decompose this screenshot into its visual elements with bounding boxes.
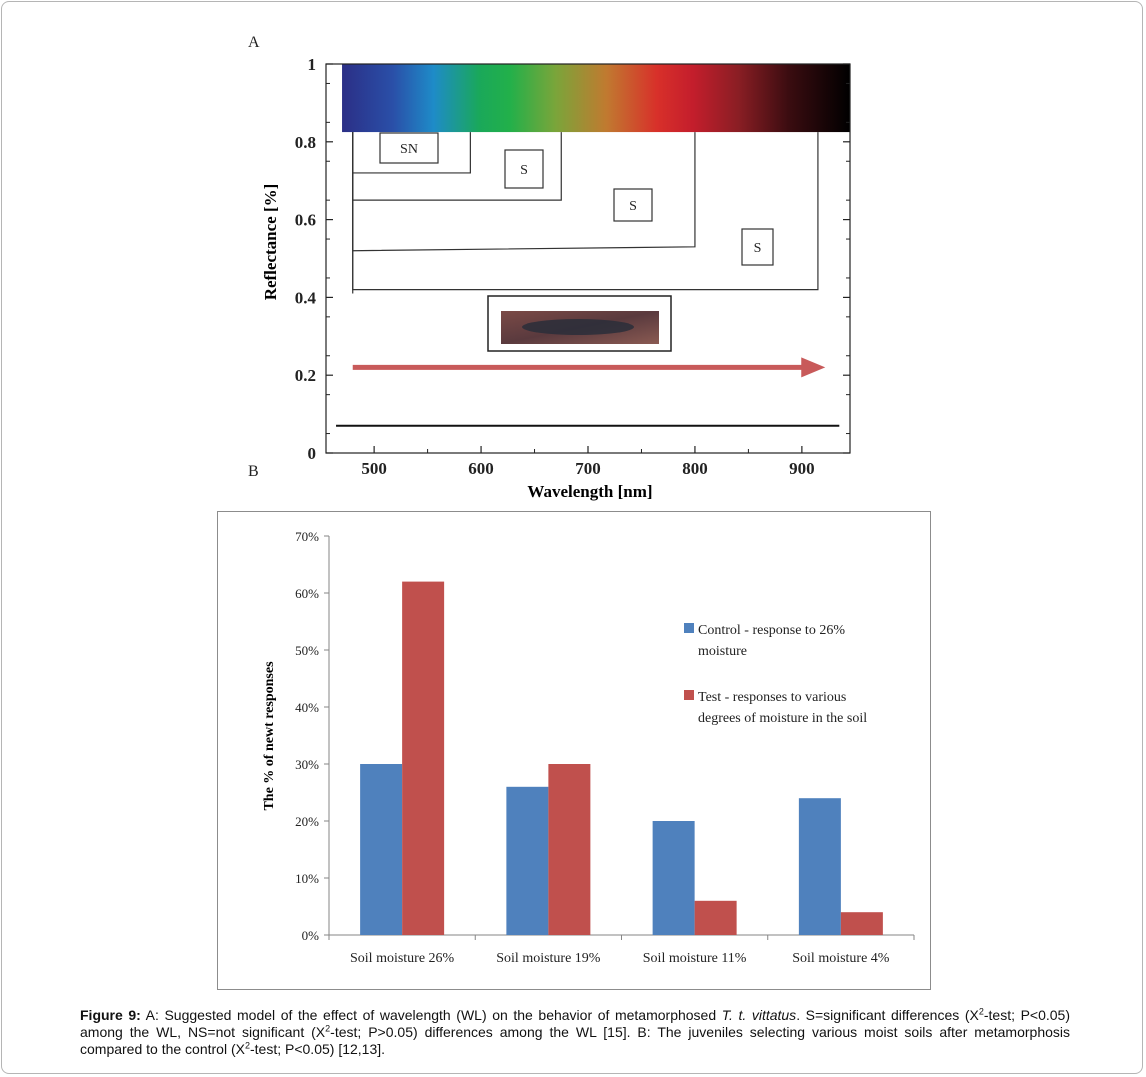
y-tick-label: 30% (295, 757, 319, 772)
caption-text-3: -test; P<0.05) among the WL, NS=not sign… (80, 1007, 1070, 1040)
x-tick-label: 500 (361, 459, 387, 478)
category-label: Soil moisture 26% (350, 951, 455, 966)
newt-silhouette (522, 319, 634, 335)
y-tick-label: 70% (295, 529, 319, 544)
y-tick-label: 60% (295, 586, 319, 601)
caption-label: Figure 9: (80, 1007, 141, 1023)
bar (360, 764, 403, 935)
caption-sup-2: 2 (325, 1023, 331, 1034)
y-tick-label: 0 (308, 444, 317, 463)
y-tick-label: 10% (295, 871, 319, 886)
panel-b-chart (217, 511, 931, 990)
y-tick-label: 0.8 (295, 133, 316, 152)
legend-label: Test - responses to various (698, 690, 846, 705)
panel-a-diagram: 0 0.2 0.4 0.6 0.8 1 500 600 700 800 900 SN S S S Wave… (261, 55, 851, 501)
bar (840, 912, 883, 935)
legend-label: moisture (698, 644, 747, 659)
y-tick-label: 40% (295, 700, 319, 715)
caption-sup-1: 2 (978, 1006, 984, 1017)
y-tick-label: 20% (295, 814, 319, 829)
x-axis-title: Wavelength [nm] (527, 482, 652, 501)
bracket-label-box (504, 149, 544, 189)
y-axis-title: Reflectance [%] (261, 184, 280, 301)
category-label: Soil moisture 19% (496, 951, 601, 966)
category-label: Soil moisture 4% (792, 951, 890, 966)
bracket-label: S (520, 163, 528, 178)
x-tick-label: 600 (468, 459, 494, 478)
x-tick-label: 800 (682, 459, 708, 478)
wavelength-arrow-head (801, 357, 826, 378)
legend-label: degrees of moisture in the soil (698, 711, 867, 726)
bar (506, 786, 549, 935)
bracket-label-box (741, 228, 774, 266)
bracket-label-box (613, 188, 653, 222)
caption-text-5: -test; P<0.05) [12,13]. (250, 1041, 386, 1057)
bracket-label-box (379, 132, 439, 164)
spectrum-band (342, 64, 850, 133)
legend-swatch (684, 690, 694, 700)
caption-text-1: A: Suggested model of the effect of wave… (140, 1007, 722, 1023)
bar (694, 900, 737, 935)
legend-swatch (684, 623, 694, 633)
panel-b-letter: B (248, 463, 259, 480)
y-axis-title: The % of newt responses (262, 661, 277, 811)
bar (548, 764, 591, 935)
bar (652, 821, 695, 935)
caption-sup-3: 2 (244, 1040, 250, 1051)
legend-label: Control - response to 26% (698, 623, 845, 638)
panel-b-bar-chart: 0% 10% 20% 30% 40% 50% 60% 70% Soil moisture 26… (262, 529, 915, 966)
y-tick-label: 50% (295, 643, 319, 658)
y-tick-label: 0.6 (295, 211, 316, 230)
bar (402, 581, 445, 935)
caption-text-2: . S=significant differences (X (796, 1007, 979, 1023)
bracket-label: SN (400, 142, 418, 157)
y-tick-label: 0% (302, 928, 320, 943)
x-tick-label: 900 (789, 459, 815, 478)
caption-text-4: -test; P>0.05) differences among the WL … (80, 1024, 1070, 1057)
bracket-label: S (754, 241, 762, 256)
y-tick-label: 1 (308, 55, 317, 74)
x-tick-label: 700 (575, 459, 601, 478)
bar (798, 798, 841, 935)
y-tick-label: 0.4 (295, 288, 317, 307)
bracket-label: S (629, 199, 637, 214)
caption-species: T. t. vittatus (721, 1007, 797, 1023)
panel-a-letter: A (248, 34, 260, 51)
y-tick-label: 0.2 (295, 366, 316, 385)
category-label: Soil moisture 11% (643, 951, 747, 966)
figure-caption: Figure 9: A: Suggested model of the effe… (80, 1007, 1070, 1058)
